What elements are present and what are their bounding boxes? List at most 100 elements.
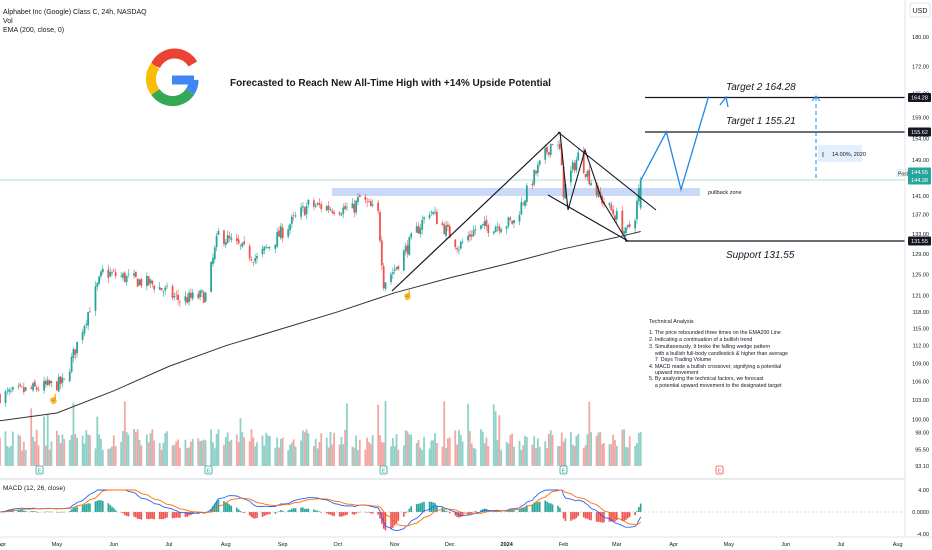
- volume-bar: [149, 433, 152, 466]
- volume-bar: [210, 429, 213, 466]
- candle-body: [292, 215, 295, 217]
- macd-histogram-bar: [549, 503, 552, 512]
- macd-histogram-bar: [89, 503, 91, 512]
- time-axis[interactable]: Apr May Jun Jul Aug Sep Oct Nov Dec 2024 Feb Mar Apr…: [0, 542, 903, 548]
- volume-bar: [72, 402, 75, 466]
- volume-bar: [615, 445, 618, 466]
- candle-body: [325, 206, 328, 211]
- candle-body: [125, 275, 128, 283]
- candle-body: [239, 244, 242, 246]
- macd-histogram-bar: [434, 503, 436, 512]
- volume-bar: [434, 433, 436, 466]
- macd-histogram-bar: [610, 512, 613, 522]
- candle-body: [151, 280, 154, 285]
- volume-bar: [61, 434, 64, 466]
- macd-axis[interactable]: 4.00 0.0000 -4.00: [912, 488, 929, 538]
- macd-histogram-bar: [269, 512, 271, 515]
- macd-histogram-bar: [124, 512, 126, 516]
- candle-body: [417, 225, 420, 234]
- volume-bar: [331, 444, 334, 466]
- symbol-title: Alphabet Inc (Google) Class C, 24h, NASD…: [3, 9, 147, 16]
- candle-body: [481, 223, 484, 226]
- volume-bar: [133, 428, 135, 466]
- volume-bar: [494, 411, 497, 466]
- candle-body: [22, 387, 25, 392]
- volume-bar: [480, 429, 482, 466]
- price-axis[interactable]: 180.00172.00165.00159.00154.00149.00141.…: [912, 35, 929, 470]
- macd-histogram-bar: [520, 508, 523, 512]
- target1-label: Target 1 155.21: [726, 116, 796, 127]
- volume-bar: [85, 430, 88, 466]
- hand-marker-2: ☝: [402, 289, 413, 301]
- macd-histogram-bar: [56, 512, 58, 513]
- candle-body: [33, 381, 36, 387]
- candle-body: [164, 287, 167, 291]
- volume-bar: [294, 446, 297, 466]
- volume-bars: [0, 401, 642, 466]
- macd-signal-line: [0, 489, 641, 527]
- volume-bar: [448, 437, 451, 466]
- candle-body: [382, 266, 385, 289]
- volume-bar: [318, 442, 321, 466]
- macd-histogram: [0, 499, 905, 531]
- macd-histogram-bar: [94, 501, 97, 512]
- volume-bar: [384, 401, 387, 466]
- candle-body: [586, 171, 589, 177]
- candle-body: [74, 349, 77, 355]
- volume-bar: [623, 429, 626, 466]
- volume-bar: [485, 437, 488, 466]
- currency-button[interactable]: USD: [909, 2, 931, 18]
- volume-bar: [458, 429, 460, 466]
- volume-bar: [17, 434, 20, 466]
- macd-histogram-bar: [564, 512, 567, 522]
- volume-bar: [470, 443, 473, 466]
- volume-bar: [24, 450, 27, 466]
- price-tick-label: 137.00: [912, 213, 929, 219]
- candle-body: [621, 210, 624, 234]
- macd-histogram-bar: [582, 512, 585, 518]
- macd-histogram-bar: [570, 512, 572, 521]
- candle-body: [166, 285, 168, 287]
- candle-body: [546, 147, 548, 153]
- macd-histogram-bar: [436, 505, 438, 512]
- candle-body: [56, 381, 58, 391]
- volume-bar: [377, 404, 380, 466]
- volume-bar: [397, 449, 400, 466]
- volume-bar: [380, 441, 383, 466]
- volume-bar: [261, 435, 264, 466]
- volume-bar: [483, 443, 486, 466]
- macd-histogram-bar: [37, 512, 40, 513]
- volume-bar: [547, 433, 550, 466]
- candle-body: [204, 292, 207, 302]
- volume-bar: [496, 440, 499, 466]
- ema-200-line: [0, 231, 641, 422]
- volume-bar: [151, 429, 154, 466]
- macd-histogram-bar: [456, 512, 458, 517]
- price-badge: [908, 175, 931, 185]
- candle-body: [355, 200, 358, 213]
- candle-body: [153, 285, 156, 290]
- volume-bar: [10, 445, 12, 466]
- time-tick-label: Sep: [278, 542, 288, 548]
- volume-bar: [0, 437, 1, 466]
- volume-bar: [186, 448, 189, 466]
- target2-label: Target 2 164.28: [726, 82, 796, 93]
- candle-body: [454, 239, 457, 248]
- macd-histogram-bar: [577, 512, 580, 516]
- candle-body: [96, 283, 99, 287]
- volume-bar: [191, 438, 194, 466]
- volume-bar: [441, 446, 444, 466]
- candle-body: [46, 379, 49, 385]
- macd-histogram-bar: [74, 507, 77, 512]
- volume-bar: [327, 447, 330, 466]
- macd-histogram-bar: [184, 512, 187, 517]
- macd-histogram-bar: [32, 511, 34, 512]
- macd-histogram-bar: [136, 512, 139, 519]
- macd-histogram-bar: [98, 500, 100, 512]
- volume-bar: [248, 441, 251, 466]
- candle-body: [173, 295, 176, 298]
- macd-histogram-bar: [147, 512, 150, 520]
- volume-bar: [626, 447, 629, 466]
- macd-histogram-bar: [243, 512, 245, 514]
